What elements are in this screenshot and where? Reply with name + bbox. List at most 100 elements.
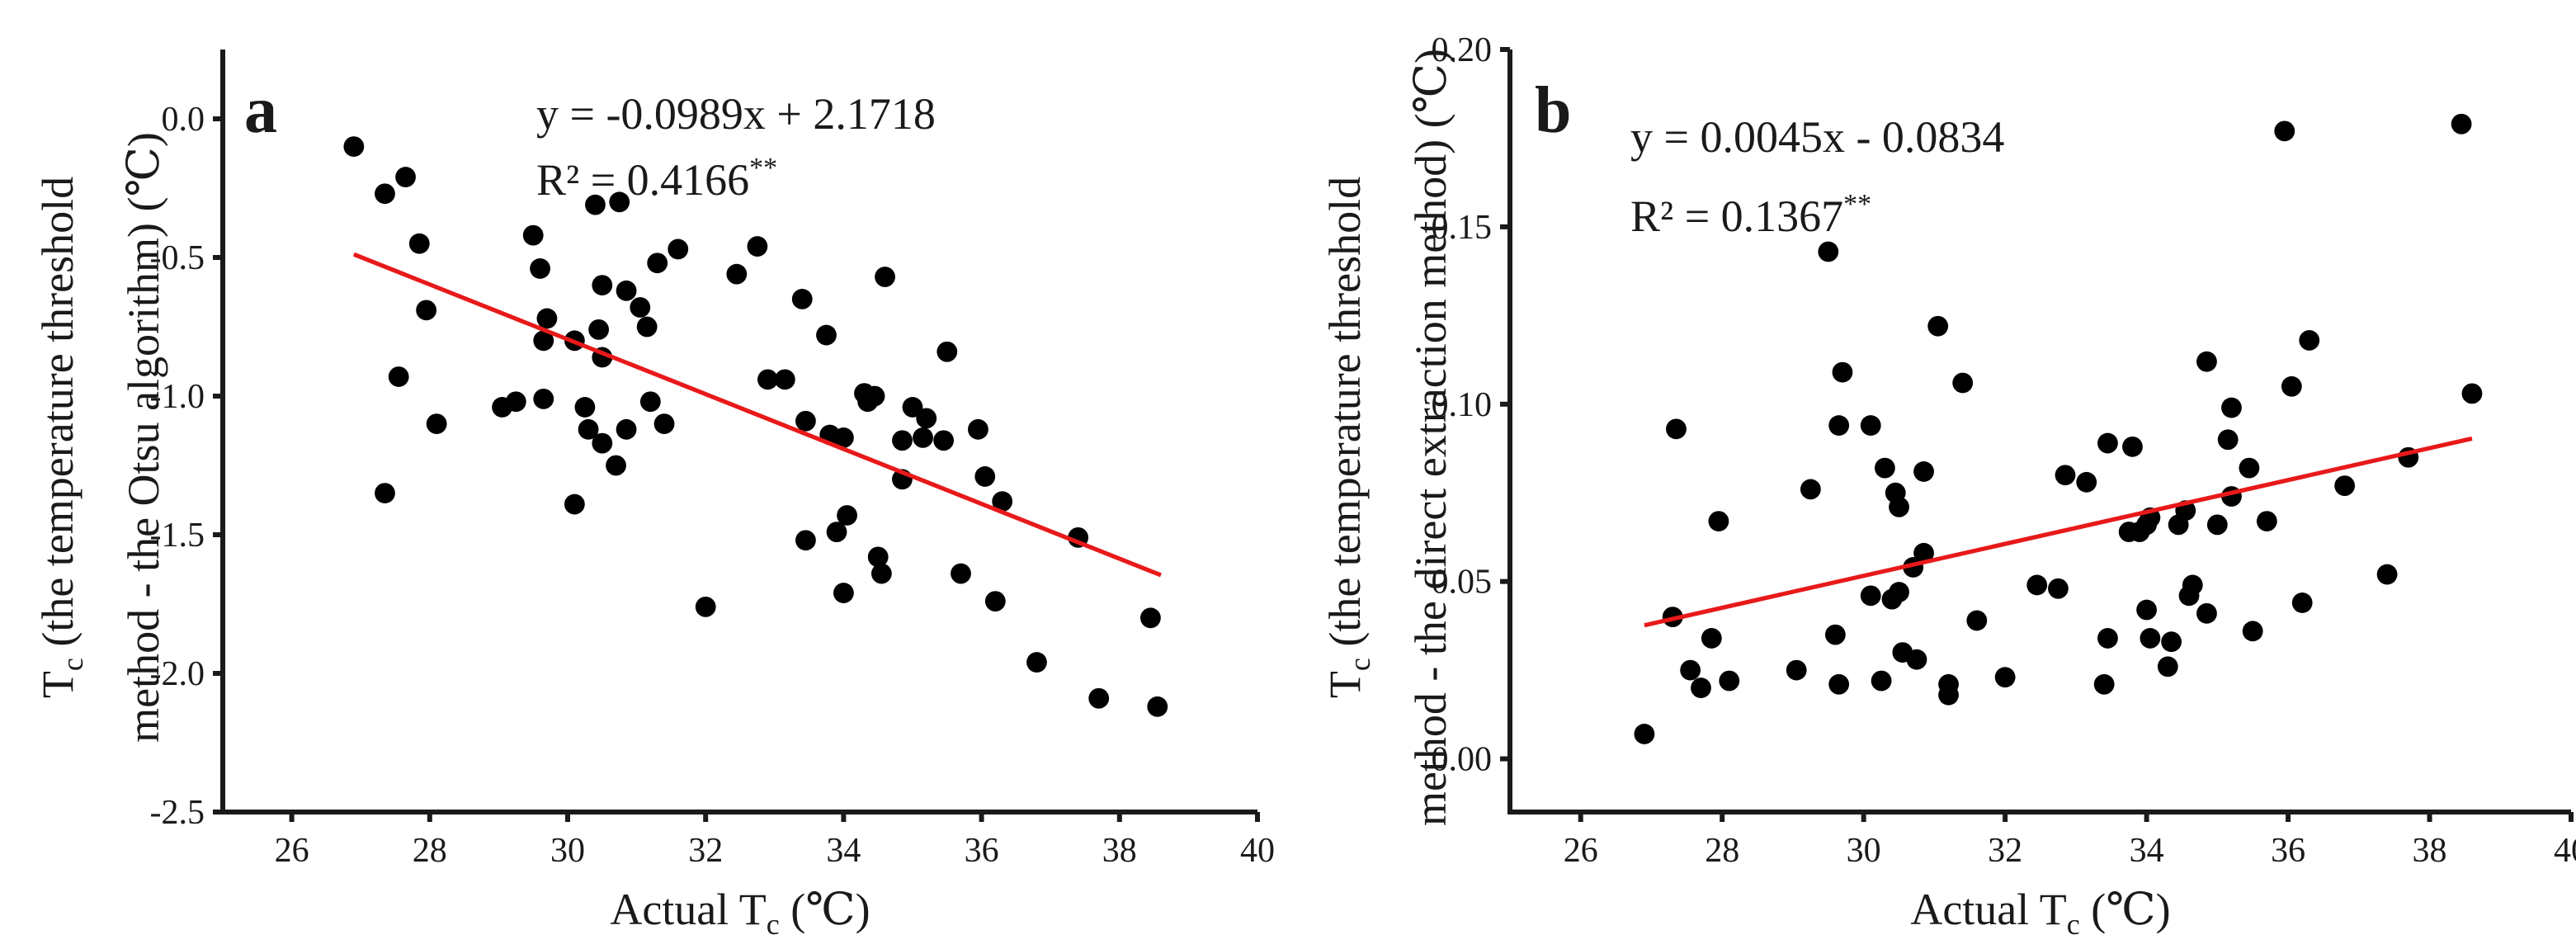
scatter-point bbox=[2097, 432, 2118, 454]
x-axis-label: Actual Tc (℃) bbox=[610, 885, 870, 941]
scatter-point bbox=[1828, 673, 1850, 695]
scatter-point bbox=[1913, 461, 1934, 482]
y-tick-label: 0.00 bbox=[1432, 741, 1493, 779]
y-axis-label-line1: Tc (the temperature threshold bbox=[33, 177, 89, 698]
scatter-point bbox=[892, 430, 913, 451]
scatter-point bbox=[1889, 582, 1909, 602]
scatter-point bbox=[937, 341, 958, 362]
scatter-point bbox=[533, 330, 554, 352]
scatter-point bbox=[536, 308, 558, 329]
scatter-point bbox=[592, 275, 613, 295]
scatter-point bbox=[837, 505, 857, 526]
scatter-point bbox=[2048, 578, 2069, 599]
scatter-point bbox=[1832, 361, 1853, 383]
scatter-point bbox=[1952, 372, 1974, 394]
scatter-point bbox=[2161, 631, 2182, 653]
scatter-point bbox=[395, 167, 416, 187]
scatter-point bbox=[2157, 656, 2178, 678]
r-squared: R² = 0.1367** bbox=[1630, 189, 1871, 241]
scatter-point bbox=[2097, 628, 2118, 649]
scatter-point bbox=[875, 267, 895, 287]
x-tick-label: 40 bbox=[2554, 832, 2576, 870]
scatter-point bbox=[1026, 652, 1047, 673]
scatter-point bbox=[606, 455, 626, 476]
scatter-point bbox=[639, 391, 661, 413]
scatter-point bbox=[913, 427, 933, 448]
scatter-point bbox=[1701, 628, 1722, 649]
scatter-point bbox=[826, 522, 847, 543]
scatter-point bbox=[1994, 667, 2016, 688]
y-tick-label: -1.5 bbox=[150, 517, 205, 555]
scatter-point bbox=[984, 591, 1006, 612]
scatter-point bbox=[668, 238, 689, 260]
scatter-point bbox=[630, 297, 651, 318]
scatter-point bbox=[1889, 497, 1909, 517]
scatter-point bbox=[1140, 607, 1161, 629]
axis-frame bbox=[1507, 50, 2571, 814]
y-tick-label: 0.10 bbox=[1432, 386, 1493, 424]
scatter-point bbox=[2376, 564, 2398, 585]
scatter-point bbox=[1913, 542, 1934, 564]
y-axis-label-line2: method - the Otsu algorithm) (℃) bbox=[119, 132, 168, 743]
y-axis-label-line2: method - the direct extraction method) (… bbox=[1406, 49, 1455, 826]
scatter-point bbox=[2291, 593, 2313, 613]
y-tick-label: -2.0 bbox=[150, 655, 205, 693]
scatter-point bbox=[416, 300, 437, 321]
scatter-point bbox=[2182, 574, 2203, 596]
scatter-point bbox=[2196, 602, 2217, 624]
scatter-point bbox=[592, 432, 613, 454]
scatter-point bbox=[1860, 585, 1881, 607]
x-tick-label: 26 bbox=[1564, 832, 1598, 870]
scatter-point bbox=[1906, 649, 1927, 670]
scatter-point bbox=[1938, 673, 1959, 695]
scatter-point bbox=[2461, 383, 2483, 404]
y-tick-label: 0.20 bbox=[1432, 31, 1493, 69]
scatter-point bbox=[968, 418, 988, 440]
scatter-point bbox=[774, 369, 795, 390]
trend-line bbox=[1644, 436, 2473, 628]
x-tick-label: 30 bbox=[550, 832, 585, 870]
panel-label: b bbox=[1535, 74, 1572, 147]
scatter-point bbox=[1088, 687, 1110, 709]
scatter-point bbox=[375, 483, 395, 503]
x-tick-label: 34 bbox=[826, 832, 861, 870]
scatter-point bbox=[864, 385, 885, 407]
scatter-point bbox=[505, 391, 526, 413]
scatter-point bbox=[1874, 457, 1895, 479]
scatter-point bbox=[726, 263, 748, 285]
scatter-point bbox=[2206, 514, 2228, 536]
scatter-point bbox=[616, 280, 637, 301]
y-tick-label: -1.0 bbox=[150, 378, 205, 416]
scatter-point bbox=[636, 316, 658, 338]
scatter-point bbox=[616, 418, 637, 440]
y-axis-label-line1: Tc (the temperature threshold bbox=[1320, 177, 1376, 698]
scatter-point bbox=[426, 413, 447, 434]
scatter-point bbox=[1860, 415, 1881, 436]
x-tick-label: 40 bbox=[1240, 832, 1275, 870]
scatter-point bbox=[870, 563, 892, 584]
scatter-point bbox=[795, 530, 816, 551]
scatter-point bbox=[791, 289, 813, 309]
trend-line bbox=[352, 252, 1162, 578]
scatter-point bbox=[2136, 599, 2158, 621]
scatter-point bbox=[695, 596, 716, 617]
y-tick-label: 0.05 bbox=[1432, 564, 1493, 602]
scatter-point bbox=[388, 366, 409, 387]
scatter-point bbox=[2122, 436, 2143, 457]
x-tick-label: 28 bbox=[1705, 832, 1739, 870]
x-tick-label: 28 bbox=[413, 832, 447, 870]
scatter-point bbox=[951, 563, 971, 584]
scatter-point bbox=[530, 258, 550, 279]
y-tick-label: -2.5 bbox=[150, 794, 205, 832]
scatter-point bbox=[2217, 429, 2239, 451]
x-tick-label: 26 bbox=[275, 832, 309, 870]
scatter-point bbox=[653, 413, 675, 434]
scatter-point bbox=[574, 397, 596, 418]
scatter-point bbox=[588, 319, 610, 340]
scatter-point bbox=[1680, 659, 1701, 681]
scatter-point bbox=[757, 369, 778, 390]
scatter-point bbox=[974, 466, 996, 487]
scatter-point bbox=[816, 324, 837, 346]
scatter-point bbox=[522, 224, 544, 246]
